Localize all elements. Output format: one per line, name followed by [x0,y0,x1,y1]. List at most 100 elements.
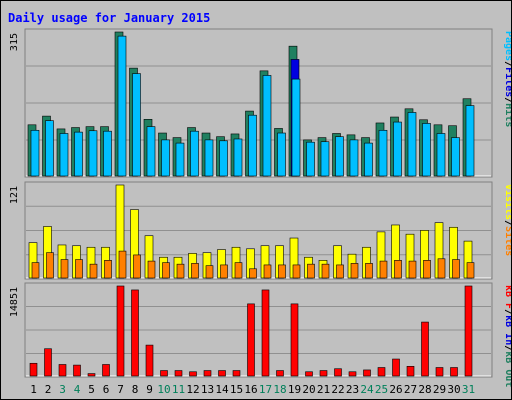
x-tick-label-24: 24 [360,383,374,396]
bar-sites-5 [89,263,98,279]
bar-pages-3 [59,133,69,177]
panel-hits-max-label: 315 [9,33,20,51]
panel-visits-legend: Visits/Sites [503,184,511,256]
bar-kbytes-4 [73,364,81,377]
bar-kbytes-24 [363,369,371,377]
bar-sites-21 [321,263,330,279]
x-tick-label-21: 21 [317,383,330,396]
legend-entry: Pages [503,31,511,61]
bar-sites-22 [336,264,344,279]
bar-kbytes-27 [406,366,415,377]
bar-pages-5 [88,130,98,177]
x-tick-label-19: 19 [288,383,301,396]
x-tick-label-4: 4 [74,383,81,396]
bar-pages-10 [161,139,170,177]
bar-sites-30 [452,259,460,279]
x-tick-label-2: 2 [45,383,52,396]
bar-sites-12 [191,263,199,279]
x-tick-label-30: 30 [447,383,460,396]
x-tick-label-11: 11 [172,383,185,396]
bar-sites-11 [176,263,185,279]
bar-pages-27 [407,112,417,177]
bar-pages-17 [262,75,272,177]
bar-kbytes-1 [29,362,38,377]
bar-pages-11 [175,142,185,177]
bar-kbytes-21 [319,370,328,377]
bar-pages-12 [190,130,199,177]
bar-sites-2 [46,252,54,279]
x-tick-label-5: 5 [88,383,95,396]
x-tick-label-7: 7 [117,383,124,396]
x-tick-label-10: 10 [157,383,170,396]
x-tick-label-6: 6 [103,383,110,396]
legend-entry: kB F [503,285,511,309]
chart-title: Daily usage for January 2015 [8,11,210,25]
x-tick-label-29: 29 [433,383,446,396]
x-tick-label-3: 3 [59,383,66,396]
bar-kbytes-7 [116,285,125,377]
x-tick-label-8: 8 [132,383,139,396]
panel-kbytes-max-label: 14851 [9,287,20,317]
bar-sites-18 [278,264,286,279]
legend-entry: / [503,220,511,226]
bar-pages-7 [117,35,127,177]
panel-visits-max-label: 121 [9,186,20,204]
bar-kbytes-26 [392,358,400,377]
bar-kbytes-28 [421,321,429,377]
x-tick-label-17: 17 [259,383,272,396]
bar-kbytes-5 [87,373,96,377]
x-tick-labels: 1 2 3 4 5 6 7 8 9 10 11 12 13 14 15 16 17 18 19 20 21 22 23 24 2… [30,383,475,396]
bar-pages-16 [248,114,257,177]
bar-pages-4 [74,131,83,177]
bar-pages-28 [422,123,431,177]
panel-hits-legend: Pages/Files/Hits [503,31,511,127]
bar-kbytes-20 [305,371,313,377]
x-tick-label-20: 20 [302,383,315,396]
bar-pages-20 [306,141,315,177]
x-tick-label-18: 18 [273,383,286,396]
bar-kbytes-11 [174,370,183,377]
bar-kbytes-15 [232,370,241,377]
legend-entry: Visits [503,184,511,220]
bar-kbytes-18 [276,370,284,377]
bar-kbytes-29 [435,367,444,377]
bar-sites-20 [307,263,315,279]
legend-entry: kB In [503,315,511,345]
bar-sites-6 [104,260,112,279]
legend-entry: Sites [503,226,511,256]
bar-sites-29 [437,258,446,279]
x-tick-label-28: 28 [418,383,431,396]
bar-pages-6 [103,130,112,177]
bar-sites-15 [234,262,243,279]
legend-entry: Hits [503,103,511,127]
bar-pages-19 [291,78,301,177]
bar-sites-7 [118,250,127,279]
x-tick-label-23: 23 [346,383,359,396]
bar-kbytes-2 [44,348,52,377]
bar-kbytes-22 [334,368,342,377]
bar-sites-26 [394,260,402,279]
bar-pages-31 [465,105,475,177]
x-tick-label-31: 31 [462,383,475,396]
x-tick-label-12: 12 [186,383,199,396]
bar-pages-26 [393,121,402,177]
panel-visits: 121 Visits/Sites [9,181,511,280]
bar-kbytes-19 [290,303,299,377]
bar-pages-22 [335,136,344,177]
bar-pages-21 [320,141,330,177]
bar-sites-16 [249,268,257,279]
bar-sites-10 [162,262,170,279]
bar-kbytes-17 [261,289,270,377]
bar-kbytes-3 [58,364,67,377]
bar-pages-13 [204,139,214,177]
panel-kbytes-legend: kB F/kB In/kB Out [503,285,511,387]
bar-pages-23 [349,139,359,177]
bar-kbytes-13 [203,370,212,377]
panel-hits: 315 Pages/Files/Hits [9,28,511,178]
bar-kbytes-25 [377,367,386,377]
bar-kbytes-10 [160,370,168,377]
x-tick-label-26: 26 [389,383,402,396]
x-tick-label-14: 14 [215,383,229,396]
bar-kbytes-23 [348,371,357,377]
